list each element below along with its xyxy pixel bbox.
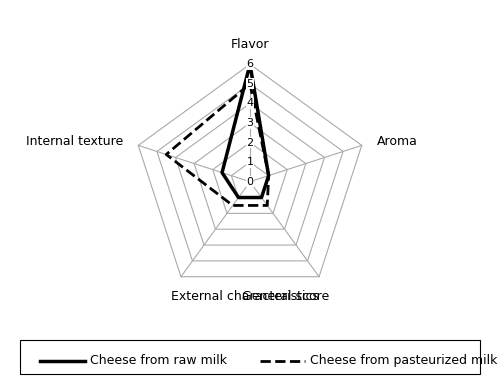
Text: Cheese from raw milk: Cheese from raw milk: [90, 354, 227, 367]
Text: 6: 6: [246, 59, 254, 69]
Text: General score: General score: [242, 290, 329, 303]
Text: 5: 5: [246, 79, 254, 89]
Text: 0: 0: [246, 177, 254, 187]
Text: 1: 1: [246, 157, 254, 167]
Text: 3: 3: [246, 118, 254, 128]
Text: External characteristics: External characteristics: [171, 290, 319, 303]
Text: Aroma: Aroma: [376, 135, 418, 148]
Text: 2: 2: [246, 138, 254, 147]
Text: Cheese from pasteurized milk (T4): Cheese from pasteurized milk (T4): [310, 354, 500, 367]
Text: Internal texture: Internal texture: [26, 135, 124, 148]
Text: Flavor: Flavor: [231, 37, 269, 50]
Text: 4: 4: [246, 99, 254, 108]
